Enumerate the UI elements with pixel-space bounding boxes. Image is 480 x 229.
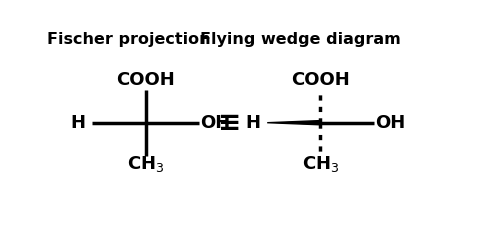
Text: OH: OH <box>375 114 406 132</box>
Text: H: H <box>71 114 86 132</box>
Text: ≡: ≡ <box>217 109 241 137</box>
Text: COOH: COOH <box>291 71 350 89</box>
Text: CH$_3$: CH$_3$ <box>302 154 339 174</box>
Polygon shape <box>267 121 321 125</box>
Text: Flying wedge diagram: Flying wedge diagram <box>200 32 400 47</box>
Text: H: H <box>246 114 261 132</box>
Text: Fischer projection: Fischer projection <box>47 32 211 47</box>
Text: COOH: COOH <box>116 71 175 89</box>
Text: CH$_3$: CH$_3$ <box>127 154 164 174</box>
Text: OH: OH <box>200 114 230 132</box>
